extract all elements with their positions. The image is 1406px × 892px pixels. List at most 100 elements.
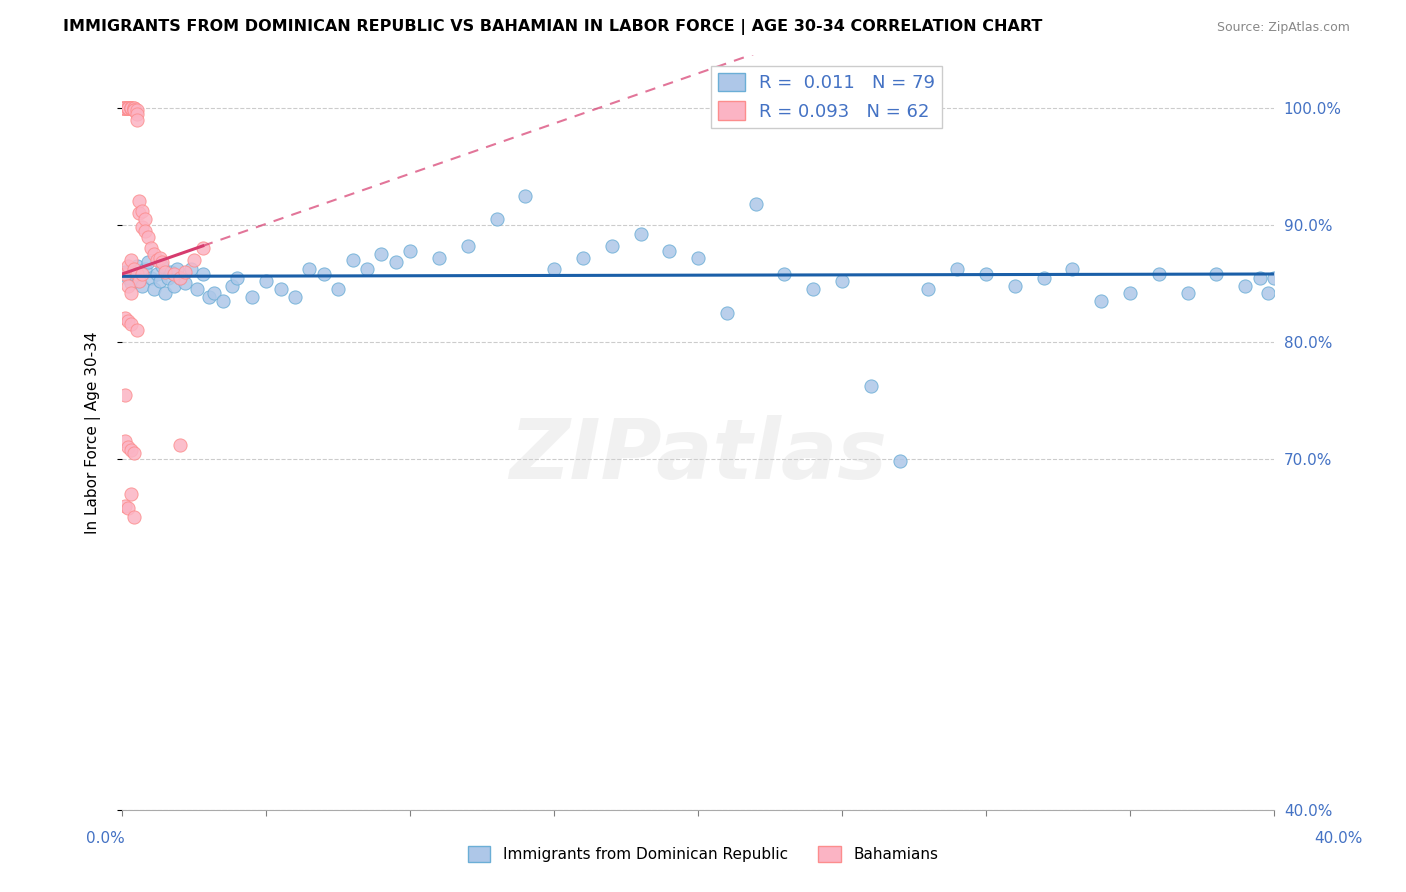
Point (1306, 285, 1329, 300)
Point (658, 244, 681, 258)
Point (1234, 278, 1257, 293)
Point (284, 290, 307, 304)
Point (974, 267, 997, 281)
Point (131, 267, 153, 281)
Point (125, 323, 148, 337)
Point (120, 101, 142, 115)
Point (155, 285, 177, 300)
Point (114, 101, 136, 115)
Point (131, 203, 153, 218)
Point (120, 101, 142, 115)
Point (1320, 270, 1343, 285)
Text: Source: ZipAtlas.com: Source: ZipAtlas.com (1216, 21, 1350, 34)
Point (139, 270, 162, 285)
Text: ZIPatlas: ZIPatlas (509, 415, 887, 496)
Point (600, 239, 623, 253)
Point (773, 267, 796, 281)
Point (202, 285, 225, 300)
Point (180, 262, 202, 277)
Legend: Immigrants from Dominican Republic, Bahamians: Immigrants from Dominican Republic, Baha… (461, 840, 945, 868)
Point (457, 239, 479, 253)
Point (117, 259, 139, 273)
Point (122, 101, 145, 115)
Point (114, 101, 136, 115)
Point (114, 499, 136, 513)
Point (120, 487, 142, 501)
Point (163, 267, 186, 281)
Y-axis label: In Labor Force | Age 30-34: In Labor Force | Age 30-34 (86, 331, 101, 533)
Point (212, 293, 235, 308)
Text: IMMIGRANTS FROM DOMINICAN REPUBLIC VS BAHAMIAN IN LABOR FORCE | AGE 30-34 CORREL: IMMIGRANTS FROM DOMINICAN REPUBLIC VS BA… (63, 20, 1043, 35)
Point (139, 241, 162, 255)
Point (1334, 285, 1357, 300)
Point (1249, 270, 1271, 285)
Point (326, 282, 349, 296)
Point (1292, 270, 1315, 285)
Point (125, 103, 148, 117)
Point (312, 267, 335, 281)
Text: 40.0%: 40.0% (1315, 831, 1362, 846)
Point (117, 101, 139, 115)
Point (114, 101, 136, 115)
Point (157, 270, 180, 285)
Point (128, 274, 150, 288)
Point (122, 103, 145, 117)
Point (114, 387, 136, 401)
Point (1147, 267, 1170, 281)
Point (859, 379, 882, 393)
Point (131, 220, 153, 235)
Point (298, 262, 321, 277)
Point (111, 101, 134, 115)
Point (125, 112, 148, 127)
Point (125, 259, 148, 273)
Point (142, 247, 165, 261)
Point (174, 277, 197, 291)
Point (111, 101, 134, 115)
Point (117, 270, 139, 285)
Point (128, 274, 150, 288)
Point (148, 251, 170, 265)
Point (169, 270, 191, 285)
Point (117, 314, 139, 328)
Point (515, 188, 537, 202)
Point (120, 277, 142, 291)
Point (120, 285, 142, 300)
Text: 0.0%: 0.0% (86, 831, 125, 846)
Point (1205, 267, 1227, 281)
Point (946, 262, 969, 277)
Point (1350, 270, 1372, 285)
Point (134, 212, 156, 227)
Point (128, 206, 150, 220)
Point (427, 251, 450, 265)
Point (163, 278, 186, 293)
Point (1090, 293, 1112, 308)
Point (136, 255, 159, 269)
Point (120, 101, 142, 115)
Point (117, 278, 139, 293)
Point (1062, 262, 1084, 277)
Point (716, 305, 738, 319)
Point (889, 454, 911, 468)
Point (114, 265, 136, 279)
Point (384, 255, 406, 269)
Point (152, 259, 174, 273)
Point (120, 318, 142, 332)
Point (122, 101, 145, 115)
Point (114, 101, 136, 115)
Point (485, 212, 508, 227)
Point (370, 247, 392, 261)
Point (169, 438, 191, 452)
Point (169, 270, 191, 285)
Point (122, 267, 145, 281)
Point (125, 106, 148, 120)
Point (1004, 278, 1026, 293)
Point (356, 262, 378, 277)
Point (117, 101, 139, 115)
Point (342, 252, 364, 267)
Point (128, 194, 150, 209)
Point (120, 252, 142, 267)
Point (831, 274, 853, 288)
Point (166, 262, 188, 277)
Point (917, 282, 939, 296)
Point (186, 282, 208, 296)
